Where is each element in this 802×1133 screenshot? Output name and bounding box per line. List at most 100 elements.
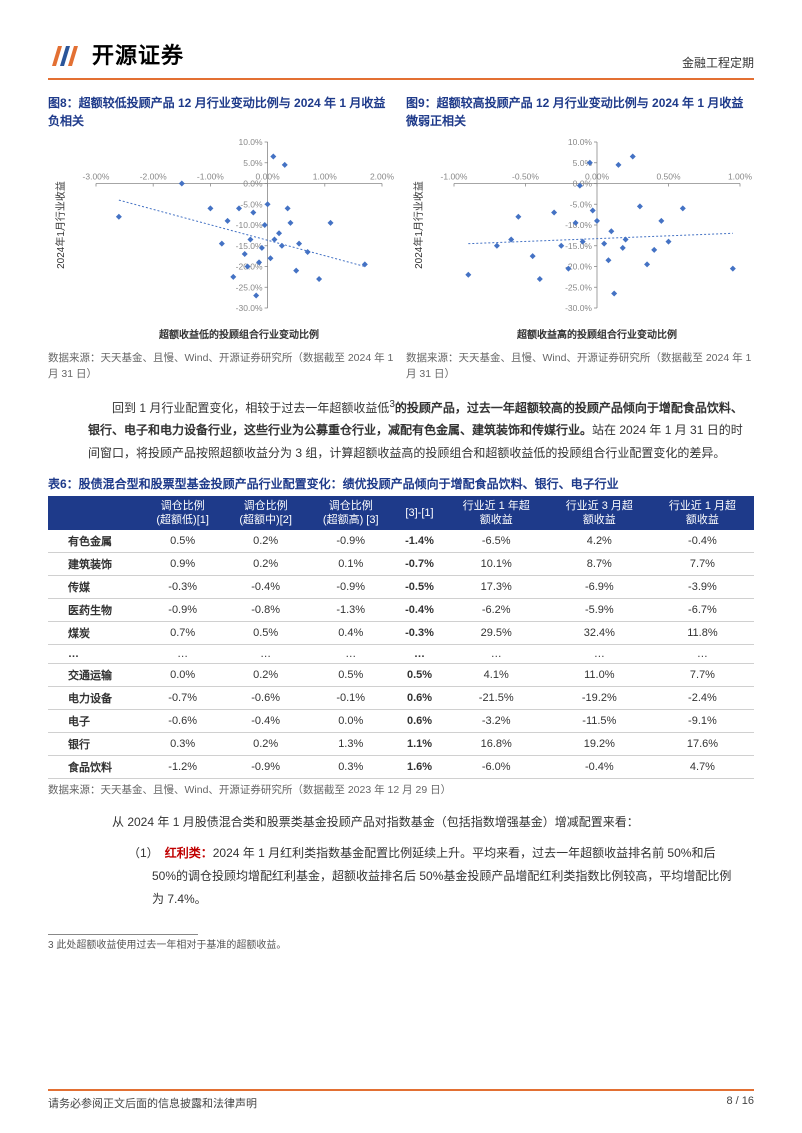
- table-header-cell: 调仓比例(超额低)[1]: [141, 496, 224, 531]
- table-cell: 0.5%: [141, 530, 224, 553]
- svg-text:-3.00%: -3.00%: [83, 172, 110, 182]
- table-cell: 4.1%: [445, 664, 548, 687]
- svg-text:-30.0%: -30.0%: [565, 303, 592, 313]
- table-cell: 1.3%: [307, 733, 394, 756]
- table-cell: 32.4%: [548, 622, 651, 645]
- table-cell: 0.3%: [307, 756, 394, 779]
- table-cell: 17.3%: [445, 576, 548, 599]
- page-header: 开源证券 金融工程定期: [48, 36, 754, 80]
- table-cell: 0.1%: [307, 553, 394, 576]
- table-cell: 10.1%: [445, 553, 548, 576]
- table-cell: -0.6%: [224, 687, 307, 710]
- svg-text:-1.00%: -1.00%: [197, 172, 224, 182]
- table-cell: 电力设备: [48, 687, 141, 710]
- table-cell: -0.4%: [394, 599, 444, 622]
- table-header-cell: 调仓比例(超额高) [3]: [307, 496, 394, 531]
- table-cell: -6.5%: [445, 530, 548, 553]
- table-row: 建筑装饰0.9%0.2%0.1%-0.7%10.1%8.7%7.7%: [48, 553, 754, 576]
- table-cell: -0.1%: [307, 687, 394, 710]
- svg-text:0.50%: 0.50%: [656, 172, 681, 182]
- body-p1-pre: 回到 1 月行业配置变化，相较于过去一年超额收益低: [112, 401, 389, 415]
- table-cell: …: [445, 645, 548, 664]
- table-cell: 0.2%: [224, 530, 307, 553]
- table-cell: 0.5%: [224, 622, 307, 645]
- table-header-row: 调仓比例(超额低)[1]调仓比例(超额中)[2]调仓比例(超额高) [3][3]…: [48, 496, 754, 531]
- table-row: 传媒-0.3%-0.4%-0.9%-0.5%17.3%-6.9%-3.9%: [48, 576, 754, 599]
- table-cell: -0.4%: [224, 576, 307, 599]
- table-cell: 4.2%: [548, 530, 651, 553]
- table-cell: …: [548, 645, 651, 664]
- charts-row: 图8：超额较低投顾产品 12 月行业变动比例与 2024 年 1 月收益负相关 …: [48, 94, 754, 383]
- table-cell: -0.7%: [394, 553, 444, 576]
- table-cell: 有色金属: [48, 530, 141, 553]
- logo-icon: [48, 36, 84, 72]
- table-cell: 医药生物: [48, 599, 141, 622]
- table-title: 表6：股债混合型和股票型基金投顾产品行业配置变化：绩优投顾产品倾向于增配食品饮料…: [48, 475, 754, 492]
- list-item-1: （1） 红利类：2024 年 1 月红利类指数基金配置比例延续上升。平均来看，过…: [128, 842, 734, 910]
- svg-text:-15.0%: -15.0%: [565, 241, 592, 251]
- body-paragraph-2: 从 2024 年 1 月股债混合类和股票类基金投顾产品对指数基金（包括指数增强基…: [88, 811, 754, 834]
- table-cell: 7.7%: [651, 553, 754, 576]
- chart-left-col: 图8：超额较低投顾产品 12 月行业变动比例与 2024 年 1 月收益负相关 …: [48, 94, 396, 383]
- svg-text:10.0%: 10.0%: [568, 137, 593, 147]
- table-cell: 0.2%: [224, 733, 307, 756]
- chart-right-title: 图9：超额较高投顾产品 12 月行业变动比例与 2024 年 1 月收益微弱正相…: [406, 94, 754, 130]
- table-cell: 29.5%: [445, 622, 548, 645]
- table-cell: …: [394, 645, 444, 664]
- table-row: 有色金属0.5%0.2%-0.9%-1.4%-6.5%4.2%-0.4%: [48, 530, 754, 553]
- logo-text: 开源证券: [92, 38, 184, 70]
- table-cell: -0.4%: [548, 756, 651, 779]
- footnote-divider: [48, 934, 198, 935]
- svg-text:2.00%: 2.00%: [370, 172, 395, 182]
- table-cell: -0.6%: [141, 710, 224, 733]
- table-cell: -19.2%: [548, 687, 651, 710]
- table-cell: -5.9%: [548, 599, 651, 622]
- table-cell: 1.6%: [394, 756, 444, 779]
- table-header-cell: 行业近 1 月超额收益: [651, 496, 754, 531]
- table-body: 有色金属0.5%0.2%-0.9%-1.4%-6.5%4.2%-0.4%建筑装饰…: [48, 530, 754, 779]
- table-cell: -6.7%: [651, 599, 754, 622]
- svg-text:5.0%: 5.0%: [243, 158, 263, 168]
- table-source: 数据来源：天天基金、且慢、Wind、开源证券研究所（数据截至 2023 年 12…: [48, 783, 754, 799]
- table-cell: 0.2%: [224, 553, 307, 576]
- table-row: 煤炭0.7%0.5%0.4%-0.3%29.5%32.4%11.8%: [48, 622, 754, 645]
- header-category: 金融工程定期: [682, 36, 754, 71]
- svg-text:-2.00%: -2.00%: [140, 172, 167, 182]
- footnote: 3 此处超额收益使用过去一年相对于基准的超额收益。: [48, 939, 754, 953]
- table-cell: 0.4%: [307, 622, 394, 645]
- table-cell: 17.6%: [651, 733, 754, 756]
- table-cell: 7.7%: [651, 664, 754, 687]
- table-row: 电子-0.6%-0.4%0.0%0.6%-3.2%-11.5%-9.1%: [48, 710, 754, 733]
- page-footer: 请务必参阅正文后面的信息披露和法律声明 8 / 16: [48, 1089, 754, 1111]
- table-cell: 食品饮料: [48, 756, 141, 779]
- svg-text:-25.0%: -25.0%: [236, 282, 263, 292]
- table-header-cell: [3]-[1]: [394, 496, 444, 531]
- chart-right-source: 数据来源：天天基金、且慢、Wind、开源证券研究所（数据截至 2024 年 1 …: [406, 351, 754, 383]
- svg-text:-25.0%: -25.0%: [565, 282, 592, 292]
- table-cell: 煤炭: [48, 622, 141, 645]
- table-cell: …: [651, 645, 754, 664]
- table-cell: 16.8%: [445, 733, 548, 756]
- table-cell: 0.6%: [394, 710, 444, 733]
- table-cell: …: [224, 645, 307, 664]
- svg-text:-30.0%: -30.0%: [236, 303, 263, 313]
- allocation-table: 调仓比例(超额低)[1]调仓比例(超额中)[2]调仓比例(超额高) [3][3]…: [48, 496, 754, 780]
- table-cell: -0.9%: [224, 756, 307, 779]
- svg-text:-0.50%: -0.50%: [512, 172, 539, 182]
- table-cell: 0.0%: [141, 664, 224, 687]
- table-cell: -3.9%: [651, 576, 754, 599]
- svg-text:2024年1月行业收益: 2024年1月行业收益: [54, 181, 67, 269]
- chart-left-source: 数据来源：天天基金、且慢、Wind、开源证券研究所（数据截至 2024 年 1 …: [48, 351, 396, 383]
- table-header-cell: 行业近 3 月超额收益: [548, 496, 651, 531]
- table-row: 食品饮料-1.2%-0.9%0.3%1.6%-6.0%-0.4%4.7%: [48, 756, 754, 779]
- list-item-1-label: 红利类：: [165, 846, 213, 860]
- table-cell: 传媒: [48, 576, 141, 599]
- table-cell: 19.2%: [548, 733, 651, 756]
- table-cell: -1.4%: [394, 530, 444, 553]
- list-item-1-num: （1）: [128, 846, 153, 860]
- table-cell: -6.2%: [445, 599, 548, 622]
- table-cell: 11.0%: [548, 664, 651, 687]
- svg-text:-10.0%: -10.0%: [236, 220, 263, 230]
- svg-text:2024年1月行业收益: 2024年1月行业收益: [412, 181, 425, 269]
- svg-text:超额收益低的投顾组合行业变动比例: 超额收益低的投顾组合行业变动比例: [158, 328, 319, 341]
